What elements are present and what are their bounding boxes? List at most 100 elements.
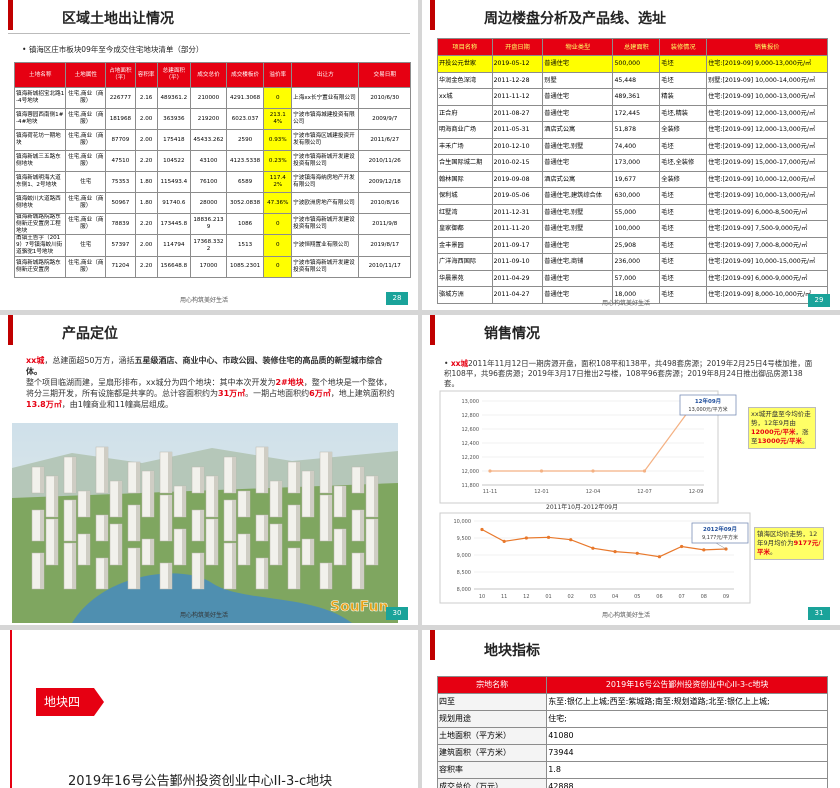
y-tick-label: 12,800 bbox=[462, 413, 480, 419]
paragraph: xx城，总建面超50万方，涵括五星级酒店、商业中心、市政公园、装修住宅的高品质的… bbox=[26, 355, 398, 377]
table-row: 翰林国际 2019-09-08 酒店式公寓 19,677 全装修 住宅:[2019-09]… bbox=[437, 170, 828, 188]
table-cell: 363936 bbox=[156, 108, 192, 130]
building-shade bbox=[342, 486, 346, 517]
ground bbox=[12, 483, 398, 623]
header-cell: 出让方 bbox=[291, 62, 360, 88]
page-number: 28 bbox=[386, 292, 408, 305]
table-cell: 114794 bbox=[156, 234, 192, 257]
paragraph: 整个项目临湖而建，呈扇形排布，xx城分为四个地块：其中本次开发为2#地块，整个地… bbox=[26, 377, 398, 410]
table-cell: 2.20 bbox=[134, 212, 158, 236]
table-cell: 175418 bbox=[156, 129, 192, 151]
table-cell: 2011-04-27 bbox=[491, 286, 544, 304]
slide-title: 周边楼盘分析及产品线、选址 bbox=[484, 11, 666, 27]
y-tick-label: 13,000 bbox=[462, 399, 480, 405]
table-cell: 住宅:[2019-09] 6,000-8,500元/㎡ bbox=[706, 203, 828, 221]
point bbox=[524, 536, 528, 540]
table-cell: 45,448 bbox=[612, 71, 661, 89]
callout-leader bbox=[715, 542, 727, 550]
table-cell: 172,445 bbox=[612, 104, 661, 122]
text: xx城 bbox=[26, 356, 45, 365]
accent bbox=[430, 630, 435, 660]
building-shade bbox=[168, 495, 172, 541]
slide-title: 区域土地出让情况 bbox=[62, 11, 174, 27]
table-head: 土地名称 土地属性 占地面积（平） 容积率 总建面积（平） 成交总价 成交楼板价 溢价率 出让方… bbox=[13, 62, 411, 88]
table-cell: 住宅:[2019-09] 10,000-12,000元/㎡ bbox=[706, 170, 828, 188]
building-shade bbox=[232, 543, 236, 589]
table-cell: 保利城 bbox=[437, 187, 493, 205]
table-cell: 75353 bbox=[105, 171, 136, 193]
table-cell: 2010-02-15 bbox=[491, 154, 544, 172]
table-cell: 3052.0838 bbox=[225, 192, 265, 214]
table-cell: 0 bbox=[263, 87, 293, 109]
table-cell: 57,000 bbox=[612, 269, 661, 287]
table-cell: 43100 bbox=[190, 150, 227, 172]
table-cell: 45433.262 bbox=[190, 129, 227, 151]
table-cell: 住宅,商业（商服） bbox=[65, 108, 107, 130]
section-title: 2019年16号公告鄞州投资创业中心II-3-c地块 bbox=[68, 774, 333, 788]
table-cell: 容积率 bbox=[436, 761, 548, 779]
table-cell: 建筑面积（平方米） bbox=[436, 744, 548, 762]
table-cell: 0 bbox=[263, 255, 293, 278]
slide: 周边楼盘分析及产品线、选址 项目名称 开盘日期 物业类型 总建面积 装修情况 销售报价 开投… bbox=[422, 0, 840, 310]
table-cell: 2011-12-31 bbox=[491, 203, 544, 221]
table-row: 镇海新城路院路东侧新迁安置房 住宅,商业（商服） 71204 2.20 156648.8… bbox=[13, 255, 411, 278]
building-shade bbox=[374, 476, 378, 517]
table-cell: 住宅 bbox=[65, 171, 107, 193]
text: 9177元/平米 bbox=[757, 539, 821, 556]
table-cell: 住宅 bbox=[65, 234, 107, 257]
table-cell: 酒店式公寓 bbox=[542, 170, 614, 188]
table-cell: 住宅:[2019-09] 6,000-9,000元/㎡ bbox=[706, 269, 828, 287]
callout-title: 12年09月 bbox=[695, 397, 721, 405]
table-row: 保利城 2019-05-06 普通住宅,建筑综合体 630,000 毛坯 住宅:[2019… bbox=[437, 187, 828, 205]
table-cell: 489,361 bbox=[612, 88, 661, 106]
chart-frame bbox=[439, 390, 719, 504]
table-cell: 181968 bbox=[105, 108, 136, 130]
table-cell: 全装修 bbox=[659, 170, 708, 188]
table-cell: 华晨景苑 bbox=[437, 269, 493, 287]
point bbox=[502, 539, 506, 543]
table-cell: 2011-09-17 bbox=[491, 236, 544, 254]
point bbox=[680, 544, 684, 549]
table-cell: 上海xx长宁置业有限公司 bbox=[291, 87, 360, 109]
table-cell: 2.00 bbox=[134, 108, 158, 130]
table-head: 宗地名称 2019年16号公告鄞州投资创业中心II-3-c地块 bbox=[436, 676, 828, 694]
building-shade bbox=[310, 471, 314, 517]
header-cell: 物业类型 bbox=[542, 38, 614, 56]
table-cell: 2.00 bbox=[134, 129, 158, 151]
table-cell: 1.80 bbox=[134, 171, 158, 193]
table-cell: 2.20 bbox=[134, 150, 158, 172]
table-cell: 住宅:[2019-09] 12,000-13,000元/㎡ bbox=[706, 121, 828, 139]
table-cell: 2010/11/17 bbox=[358, 255, 411, 278]
table-row: 华润金色深湾 2011-12-28 别墅 45,448 毛坯 别墅:[2019-09] 1… bbox=[437, 71, 828, 89]
x-tick-label: 05 bbox=[634, 594, 640, 600]
table-row: 镇海新城明海大道东侧1、2号地块 住宅 75353 1.80 115493.4 76100… bbox=[13, 171, 411, 193]
table-cell: 毛坯 bbox=[659, 137, 708, 155]
callout-text: 13,000元/平方米 bbox=[688, 406, 727, 413]
table-cell: 普通住宅,建筑综合体 bbox=[542, 187, 614, 205]
table-cell: 镇海蓉园西南侧1#-4#地块 bbox=[13, 108, 67, 130]
table-cell: 28000 bbox=[190, 192, 227, 214]
building-shade bbox=[40, 467, 44, 493]
tag: 地块四 bbox=[44, 695, 81, 709]
table-cell: 镇海蛟川大道路西侧地块 bbox=[13, 192, 67, 214]
slide: 地块四 2019年16号公告鄞州投资创业中心II-3-c地块 bbox=[0, 630, 418, 788]
table-cell: 住宅:[2019-09] 7,000-8,000元/㎡ bbox=[706, 236, 828, 254]
building-shade bbox=[264, 515, 268, 541]
building-shade bbox=[214, 519, 218, 565]
projects-table: 项目名称 开盘日期 物业类型 总建面积 装修情况 销售报价 开投公元世家 2019-05-12… bbox=[437, 38, 828, 304]
building-shade bbox=[374, 519, 378, 565]
table-body: 四至 东至:银亿上上城;西至:紫城路;南至:规划道路;北至:银亿上上城; 规划用途住… bbox=[436, 693, 828, 788]
table-cell: 华润金色深湾 bbox=[437, 71, 493, 89]
building-shade bbox=[150, 471, 154, 517]
table-cell: 1.80 bbox=[134, 192, 158, 214]
x-tick-label: 02 bbox=[568, 594, 574, 600]
point bbox=[539, 469, 544, 473]
table-cell: 宁波欧洲房地产有限公司 bbox=[291, 192, 360, 214]
footer: 用心构筑美好生活 bbox=[180, 612, 229, 619]
table-cell: 镇海新城路院路东侧新迁安置房工程地块 bbox=[13, 212, 67, 236]
building-shade bbox=[136, 505, 140, 541]
table-cell: 住宅:[2019-09] 7,500-9,000元/㎡ bbox=[706, 220, 828, 238]
y-tick-label: 10,000 bbox=[454, 519, 472, 525]
table-cell: 2.00 bbox=[134, 234, 158, 257]
table-cell: 2019-05-06 bbox=[491, 187, 544, 205]
